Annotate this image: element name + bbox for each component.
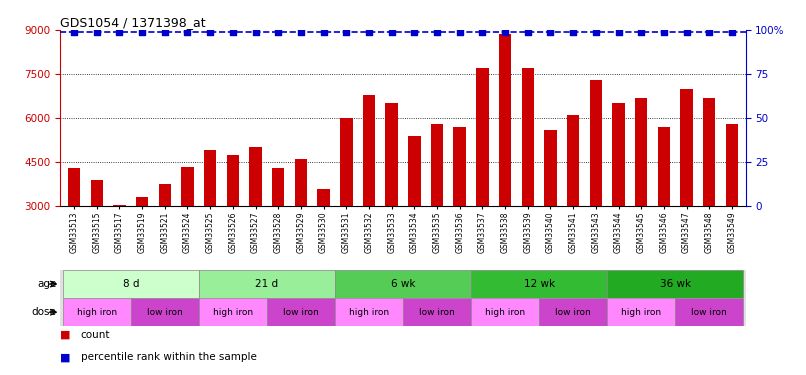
Text: count: count [81, 330, 110, 340]
Bar [403, 298, 471, 326]
Text: low iron: low iron [147, 308, 183, 316]
Point [272, 29, 285, 35]
Text: GDS1054 / 1371398_at: GDS1054 / 1371398_at [60, 16, 206, 29]
Text: 6 wk: 6 wk [391, 279, 415, 289]
Text: low iron: low iron [692, 308, 727, 316]
Bar [363, 94, 376, 206]
Point [567, 29, 580, 35]
Bar [476, 68, 488, 206]
Bar [272, 168, 285, 206]
Text: 21 d: 21 d [256, 279, 278, 289]
Bar [544, 130, 557, 206]
Bar [335, 270, 471, 298]
Bar [675, 298, 743, 326]
Point [680, 29, 693, 35]
Point [725, 29, 738, 35]
Bar [226, 155, 239, 206]
Text: percentile rank within the sample: percentile rank within the sample [81, 352, 256, 363]
Point [589, 29, 602, 35]
Bar [90, 180, 103, 206]
Bar [725, 124, 738, 206]
Bar [607, 298, 675, 326]
Point [385, 29, 398, 35]
Point [521, 29, 534, 35]
Bar [589, 80, 602, 206]
Point [499, 29, 512, 35]
Text: high iron: high iron [621, 308, 661, 316]
Bar [680, 89, 693, 206]
Point [68, 29, 81, 35]
Bar [199, 298, 267, 326]
Text: 36 wk: 36 wk [659, 279, 691, 289]
Point [90, 29, 103, 35]
Point [408, 29, 421, 35]
Text: ■: ■ [60, 352, 71, 363]
Bar [658, 127, 670, 206]
Bar [539, 298, 607, 326]
Bar [521, 68, 534, 206]
Bar [63, 298, 131, 326]
Point [612, 29, 625, 35]
Bar [703, 98, 716, 206]
Point [317, 29, 330, 35]
Bar [136, 197, 148, 206]
Text: dose: dose [31, 307, 56, 317]
Bar [181, 166, 193, 206]
Bar [385, 104, 398, 206]
Bar [159, 184, 171, 206]
Point [363, 29, 376, 35]
Text: low iron: low iron [555, 308, 591, 316]
Point [204, 29, 217, 35]
Text: 12 wk: 12 wk [524, 279, 555, 289]
Text: 8 d: 8 d [123, 279, 139, 289]
Text: low iron: low iron [283, 308, 319, 316]
Text: high iron: high iron [213, 308, 253, 316]
Bar [340, 118, 352, 206]
Bar [199, 270, 335, 298]
Bar [454, 127, 466, 206]
Bar [63, 270, 199, 298]
Bar [567, 115, 580, 206]
Bar [408, 136, 421, 206]
Point [294, 29, 307, 35]
Point [226, 29, 239, 35]
Point [476, 29, 489, 35]
Bar [131, 298, 199, 326]
Point [249, 29, 262, 35]
Bar [249, 147, 262, 206]
Bar [430, 124, 443, 206]
Bar [607, 270, 743, 298]
Bar [68, 168, 81, 206]
Point [430, 29, 443, 35]
Bar [267, 298, 335, 326]
Point [658, 29, 671, 35]
Point [544, 29, 557, 35]
Bar [499, 34, 511, 206]
Bar [635, 98, 647, 206]
Point [181, 29, 194, 35]
Point [453, 29, 466, 35]
Bar [471, 298, 539, 326]
Bar [318, 189, 330, 206]
Bar [613, 104, 625, 206]
Text: high iron: high iron [77, 308, 117, 316]
Point [113, 29, 126, 35]
Text: low iron: low iron [419, 308, 455, 316]
Bar [295, 159, 307, 206]
Point [703, 29, 716, 35]
Text: age: age [37, 279, 56, 289]
Point [158, 29, 171, 35]
Point [135, 29, 148, 35]
Bar [113, 205, 126, 206]
Bar [335, 298, 403, 326]
Text: ■: ■ [60, 330, 71, 340]
Text: high iron: high iron [485, 308, 526, 316]
Bar [204, 150, 217, 206]
Point [340, 29, 353, 35]
Bar [471, 270, 607, 298]
Text: high iron: high iron [349, 308, 389, 316]
Point [635, 29, 648, 35]
